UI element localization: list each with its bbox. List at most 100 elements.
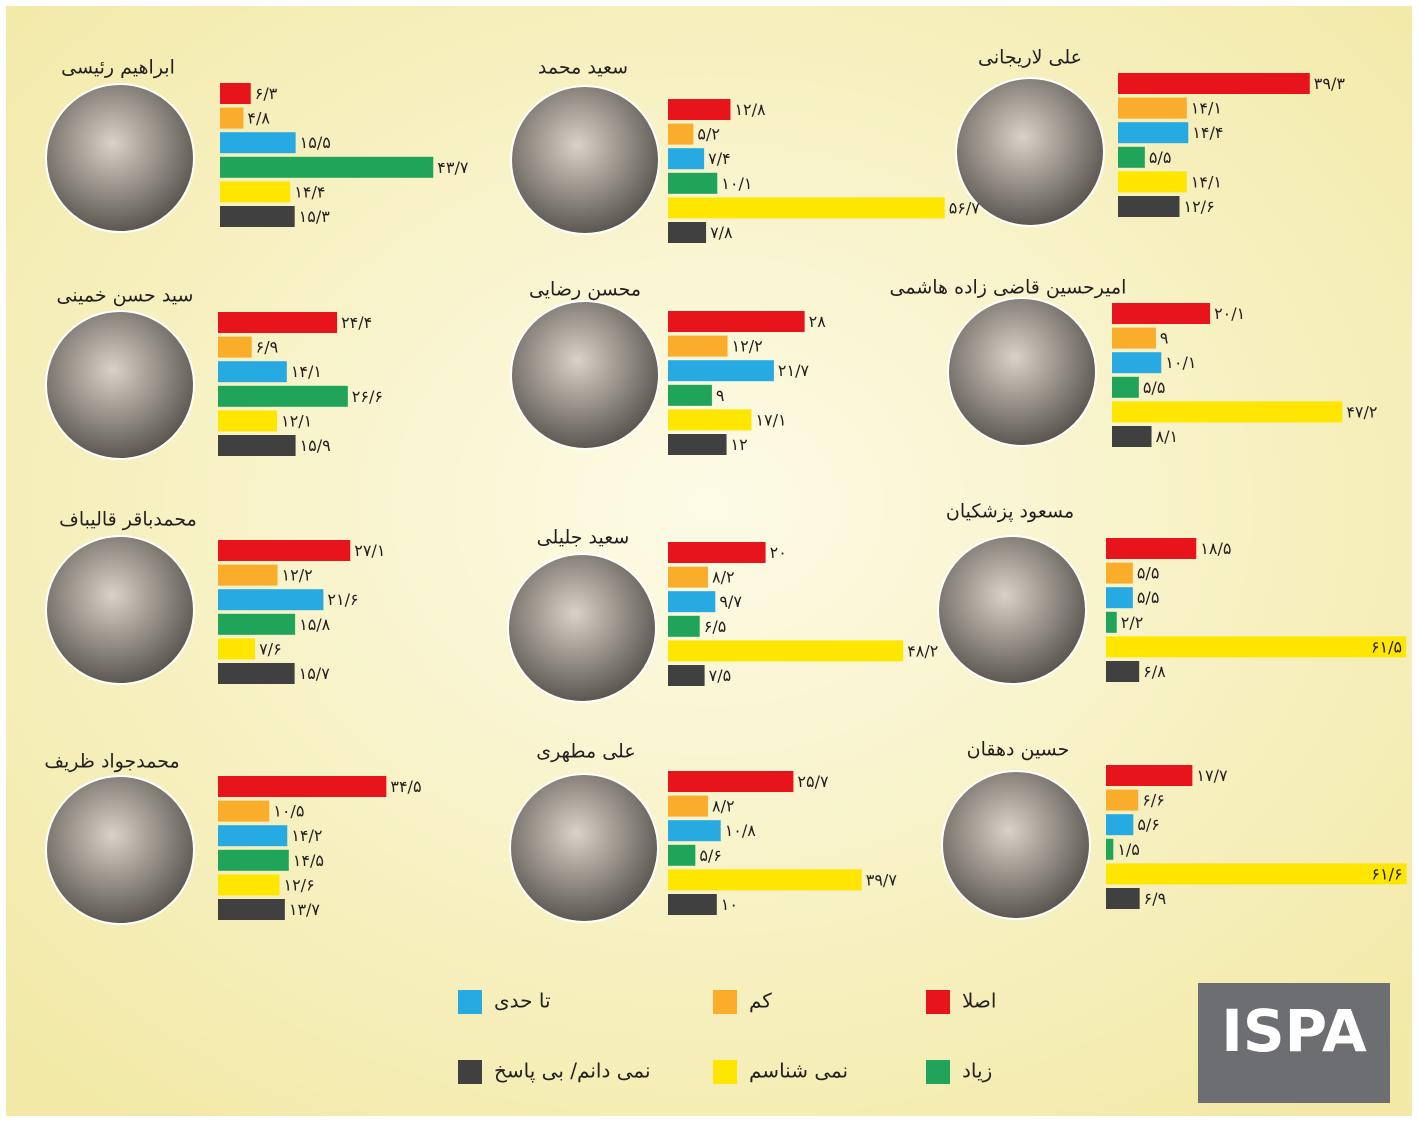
value-label: ۸/۲ [712,797,735,816]
value-label: ۶۱/۶ [1371,864,1402,883]
bar [218,825,288,847]
bar [220,132,296,154]
bar [668,311,805,332]
value-label: ۱۳/۷ [289,900,321,919]
bar [668,148,705,170]
legend-label: تا حدی [494,989,551,1013]
bar [668,384,712,406]
value-label: ۱۰/۱ [1165,353,1196,372]
bar [218,776,387,797]
value-label: ۸/۱ [1156,427,1179,446]
value-label: ۱۲/۲ [732,337,763,356]
value-label: ۳۹/۷ [866,870,898,889]
bar [1118,146,1145,168]
bar [220,181,291,203]
bar [220,107,244,129]
value-label: ۲۱/۷ [778,361,810,380]
bar [668,591,716,613]
legend-swatch [713,990,737,1014]
value-label: ۲۱/۶ [327,590,358,609]
value-label: ۱۲/۲ [282,566,313,585]
value-label: ۴۳/۷ [437,158,469,177]
bar [668,197,945,219]
bar [1106,814,1134,836]
photo [955,77,1105,227]
value-label: ۹/۷ [719,592,742,611]
candidate-name: سید حسن خمینی [57,285,194,307]
bar [1106,587,1133,609]
value-label: ۱۴/۲ [291,826,322,845]
bar [1118,122,1189,144]
bar [668,665,705,686]
bar [668,172,718,194]
value-label: ۱۴/۱ [291,362,322,381]
candidate-name: امیرحسین قاضی زاده هاشمی [890,277,1127,299]
bar [218,874,280,896]
value-label: ۷/۸ [710,223,733,242]
bar [668,123,694,145]
logo-box [1198,983,1390,1103]
value-label: ۶/۳ [255,84,278,103]
bar [668,335,728,357]
value-label: ۱۴/۴ [294,182,325,201]
legend-label: نمی شناسم [749,1059,848,1083]
value-label: ۴/۸ [247,109,270,128]
bar [1106,636,1407,658]
candidate-name: محمدباقر قالیباف [59,509,197,531]
value-label: ۵/۲ [697,125,720,144]
value-label: ۱۲/۶ [283,875,314,894]
value-label: ۷/۶ [259,639,282,658]
value-label: ۲۸ [809,312,827,331]
value-label: ۱۸/۵ [1200,539,1231,558]
bar [1118,73,1310,94]
value-label: ۸/۲ [712,568,735,587]
photo [45,310,195,460]
value-label: ۲۰/۱ [1214,304,1245,323]
candidate-name: مسعود پزشکیان [946,501,1074,523]
legend-label: نمی دانم/ بی پاسخ [494,1059,651,1084]
photo [45,83,195,233]
candidate-name: محمدجواد ظریف [44,751,179,773]
bar [668,869,862,891]
bar [220,206,295,227]
bar [218,312,338,333]
candidate-name: محسن رضایی [529,279,641,301]
bar [218,410,278,432]
value-label: ۱۲ [731,435,748,454]
value-label: ۶/۶ [1142,791,1165,810]
legend-label: کم [749,989,772,1013]
photo [510,85,660,235]
value-label: ۵/۶ [1137,815,1160,834]
bar [668,894,717,915]
value-label: ۶/۹ [256,338,279,357]
bar [668,615,700,637]
bar [218,849,289,871]
value-label: ۱۰/۸ [725,821,757,840]
bar [218,589,324,611]
legend-swatch [926,990,950,1014]
value-label: ۱۰ [721,895,738,914]
candidate-name: علی مطهری [536,741,635,763]
value-label: ۵/۵ [1137,564,1160,583]
bar [668,844,696,866]
value-label: ۱۴/۵ [293,851,324,870]
bar [668,640,904,662]
value-label: ۶/۵ [704,617,727,636]
bar [218,899,285,920]
bar [668,820,721,842]
bar [218,385,348,407]
value-label: ۲۷/۱ [354,541,385,560]
bar [668,222,707,243]
value-label: ۲۶/۶ [352,387,383,406]
bar [1112,401,1343,423]
bar [1112,303,1211,324]
value-label: ۵/۵ [1149,148,1172,167]
photo [45,775,195,925]
bar [1106,838,1114,860]
value-label: ۷/۵ [709,666,732,685]
bar [668,434,727,455]
bar [1106,538,1197,559]
value-label: ۹ [1160,329,1169,348]
bar [668,360,774,382]
